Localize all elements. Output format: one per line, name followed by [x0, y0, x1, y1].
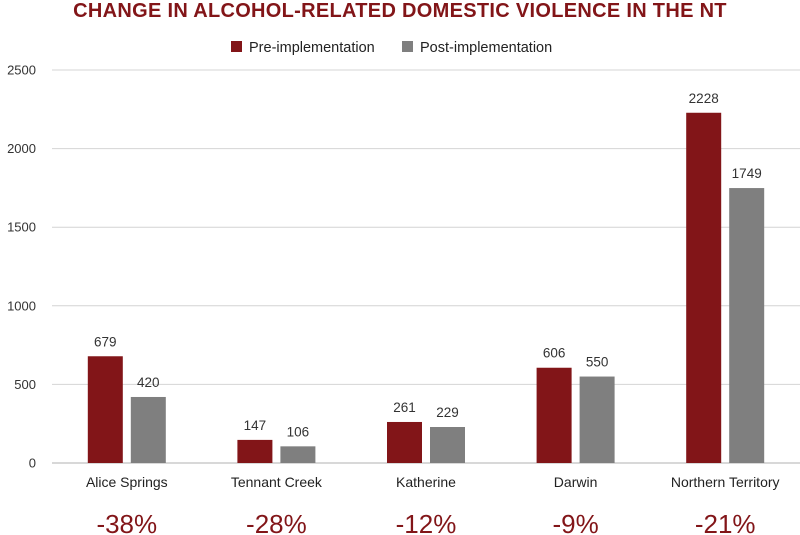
value-label: 420 — [137, 375, 160, 390]
legend-swatch — [231, 41, 242, 52]
gridlines — [52, 69, 800, 464]
y-axis-ticks: 0 500 1000 1500 2000 2500 — [7, 63, 36, 471]
pre-bar — [237, 439, 273, 463]
value-label: 106 — [287, 424, 310, 439]
y-tick-label: 1000 — [7, 298, 36, 313]
change-label: -38% — [96, 509, 157, 535]
value-label: 679 — [94, 334, 117, 349]
legend-label: Post-implementation — [420, 40, 552, 56]
y-tick-label: 0 — [29, 456, 36, 471]
bars — [87, 112, 765, 464]
pre-bar — [686, 112, 722, 464]
pre-bar — [536, 367, 572, 463]
change-label: -12% — [396, 509, 457, 535]
value-label: 550 — [586, 355, 609, 370]
legend-label: Pre-implementation — [249, 40, 375, 56]
post-bar — [430, 427, 465, 463]
pre-bar — [87, 356, 123, 463]
value-label: 1749 — [732, 166, 762, 181]
post-bar — [579, 376, 615, 463]
change-labels: -38% -28% -12% -9% -21% — [96, 509, 755, 535]
change-label: -9% — [552, 509, 598, 535]
post-bar — [729, 188, 765, 464]
category-label: Katherine — [396, 474, 456, 490]
value-labels: 679 420 147 106 261 229 606 550 2228 1749 — [94, 91, 762, 440]
post-bar — [130, 396, 166, 463]
legend: Pre-implementation Post-implementation — [231, 40, 552, 56]
y-tick-label: 2500 — [7, 63, 36, 78]
y-tick-label: 1500 — [7, 220, 36, 235]
y-tick-label: 2000 — [7, 141, 36, 156]
category-labels: Alice Springs Tennant Creek Katherine Darwi… — [86, 474, 780, 490]
category-label: Alice Springs — [86, 474, 168, 490]
pre-bar — [387, 421, 422, 463]
value-label: 229 — [436, 405, 459, 420]
y-tick-label: 500 — [14, 377, 36, 392]
value-label: 2228 — [689, 91, 719, 106]
value-label: 147 — [244, 418, 267, 433]
legend-swatch — [402, 41, 413, 52]
category-label: Northern Territory — [671, 474, 780, 490]
change-label: -21% — [695, 509, 756, 535]
category-label: Darwin — [554, 474, 598, 490]
value-label: 261 — [393, 400, 416, 415]
post-bar — [280, 446, 316, 463]
category-label: Tennant Creek — [231, 474, 323, 490]
value-label: 606 — [543, 346, 566, 361]
chart-title: CHANGE IN ALCOHOL-RELATED DOMESTIC VIOLE… — [73, 0, 727, 22]
change-label: -28% — [246, 509, 307, 535]
